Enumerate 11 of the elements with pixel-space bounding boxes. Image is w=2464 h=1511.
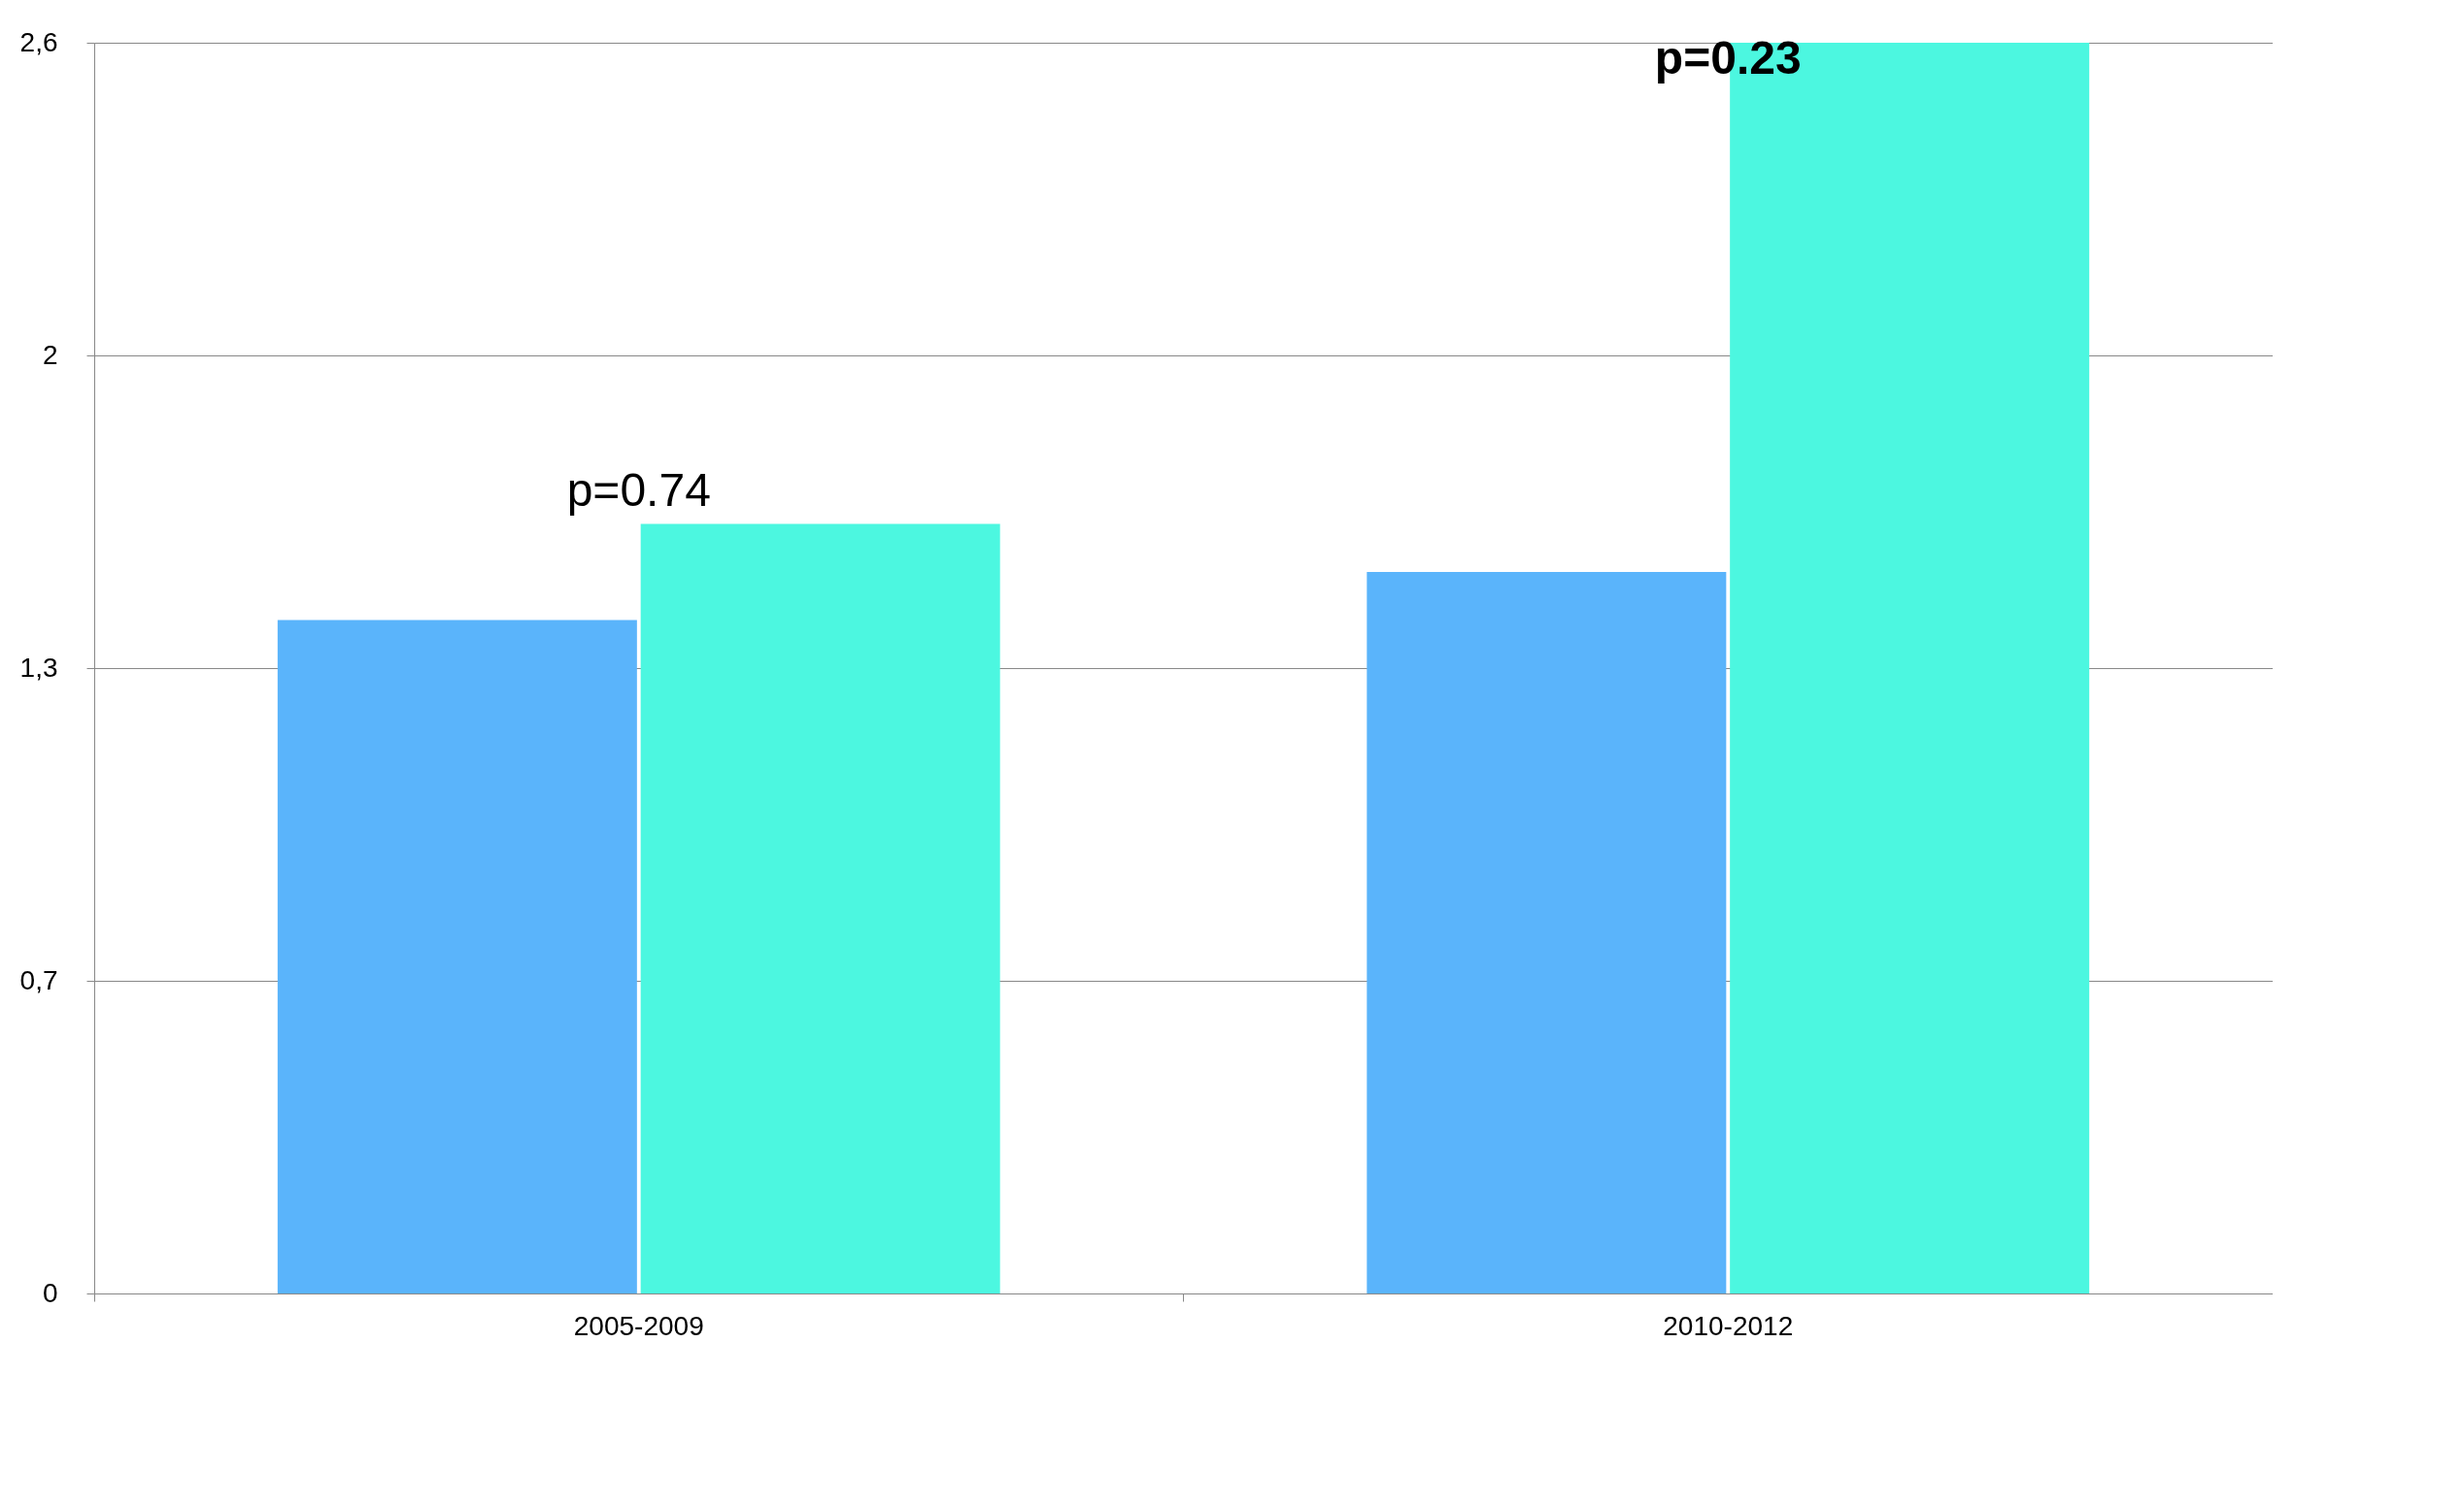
y-tick-label: 1,3 [19,652,58,683]
y-tick-label: 0 [42,1277,58,1308]
x-tick-label: 2005-2009 [573,1310,704,1341]
y-tick-label: 2 [42,339,58,370]
annotation: p=0.74 [566,464,711,517]
y-tick-label: 2,6 [19,26,58,57]
bar [277,620,637,1293]
bar [640,523,1000,1293]
bar [1367,571,1727,1293]
x-tick-label: 2010-2012 [1663,1310,1794,1341]
y-tick-label: 0,7 [19,964,58,995]
